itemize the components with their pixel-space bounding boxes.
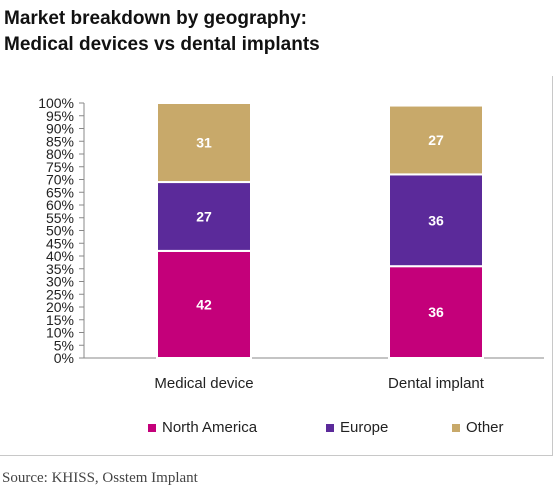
bar-segment: [156, 102, 252, 184]
y-tick-label: 0%: [54, 350, 74, 366]
chart-title-line-1: Market breakdown by geography:: [4, 8, 308, 29]
y-tick-label: 15%: [46, 312, 74, 328]
y-tick-label: 95%: [46, 108, 74, 124]
bar-segment: [156, 181, 252, 252]
data-label: 36: [428, 212, 444, 228]
y-tick-label: 80%: [46, 146, 74, 162]
legend-swatch: [452, 424, 460, 432]
y-tick-label: 70%: [46, 172, 74, 188]
y-tick-label: 65%: [46, 184, 74, 200]
data-label: 27: [428, 132, 444, 148]
legend-swatch: [148, 424, 156, 432]
data-label: 27: [196, 208, 212, 224]
x-category-label: Dental implant: [388, 375, 485, 392]
chart-frame: [0, 76, 553, 456]
y-tick-label: 30%: [46, 274, 74, 290]
data-label: 31: [196, 135, 212, 151]
y-tick-label: 45%: [46, 235, 74, 251]
y-tick-label: 75%: [46, 159, 74, 175]
y-tick-label: 60%: [46, 197, 74, 213]
y-tick-label: 85%: [46, 133, 74, 149]
bar-segment: [388, 104, 484, 176]
y-tick-label: 90%: [46, 121, 74, 137]
y-tick-label: 20%: [46, 299, 74, 315]
y-tick-label: 50%: [46, 223, 74, 239]
bar-segment: [388, 265, 484, 360]
y-tick-label: 25%: [46, 286, 74, 302]
y-tick-label: 100%: [38, 95, 74, 111]
chart-title-line-2: Medical devices vs dental implants: [4, 34, 320, 55]
data-label: 36: [428, 304, 444, 320]
y-tick-label: 40%: [46, 248, 74, 264]
data-label: 42: [196, 296, 212, 312]
stacked-bar-chart: 0%5%10%15%20%25%30%35%40%45%50%55%60%65%…: [38, 95, 544, 436]
y-tick-label: 35%: [46, 261, 74, 277]
source-note: Source: KHISS, Osstem Implant: [2, 470, 198, 486]
chart-title: Market breakdown by geography: Medical d…: [4, 6, 320, 58]
y-tick-label: 10%: [46, 325, 74, 341]
y-tick-label: 5%: [54, 337, 74, 353]
legend-label: Other: [466, 419, 504, 436]
legend-label: North America: [162, 419, 258, 436]
y-tick-label: 55%: [46, 210, 74, 226]
x-category-label: Medical device: [154, 375, 253, 392]
legend-label: Europe: [340, 419, 388, 436]
bar-segment: [388, 173, 484, 268]
legend-swatch: [326, 424, 334, 432]
